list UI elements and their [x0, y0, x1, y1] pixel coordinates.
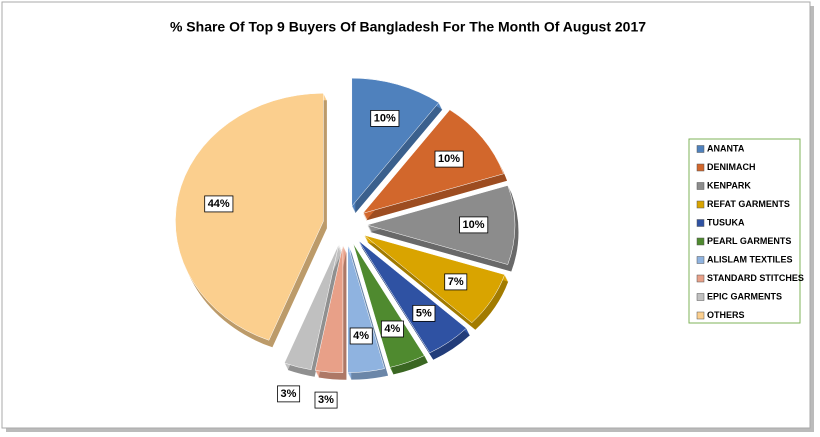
data-label: 3% [318, 394, 334, 406]
pie-slice [314, 244, 344, 373]
pie-slice [363, 234, 506, 324]
legend-label: TUSUKA [707, 217, 745, 227]
legend-label: KENPARK [707, 180, 751, 190]
legend-swatch [696, 311, 705, 320]
legend-swatch [696, 274, 705, 283]
legend-swatch [696, 163, 705, 172]
pie-slice [284, 243, 340, 371]
data-label-box [434, 150, 464, 168]
data-label-box [370, 110, 400, 127]
pie-slice [352, 243, 425, 368]
legend-box [688, 138, 801, 324]
data-label-box [459, 216, 489, 234]
data-label-box [380, 320, 404, 338]
data-label: 10% [463, 219, 485, 231]
legend-label: DENIMACH [707, 162, 756, 172]
data-label: 5% [416, 307, 432, 319]
legend-label: REFAT GARMENTS [707, 199, 790, 209]
pie-slice [362, 109, 504, 214]
data-label: 4% [384, 323, 400, 335]
legend-label: ALISLAM TEXTILES [707, 254, 793, 264]
chart-title: % Share Of Top 9 Buyers Of Bangladesh Fo… [170, 19, 646, 35]
data-label: 7% [448, 276, 464, 288]
legend-swatch [696, 237, 705, 246]
pie-slice [175, 93, 324, 341]
data-label-box [444, 273, 468, 291]
data-label: 44% [208, 198, 230, 210]
legend-label: STANDARD STITCHES [707, 273, 804, 283]
data-label-box [204, 195, 234, 213]
data-label-box [277, 385, 301, 403]
pie-slice [366, 185, 516, 265]
legend-swatch [696, 182, 705, 190]
data-label: 10% [374, 112, 396, 124]
legend-swatch [696, 145, 705, 153]
data-label-box [314, 391, 338, 409]
data-label: 10% [438, 153, 460, 165]
pie-slice [358, 240, 467, 354]
data-label-box [412, 304, 436, 322]
data-label-box [349, 327, 373, 345]
legend-label: ANANTA [707, 143, 745, 153]
legend-label: OTHERS [707, 310, 745, 320]
legend-swatch [696, 293, 705, 301]
data-label: 3% [281, 388, 297, 400]
legend-swatch [696, 256, 705, 264]
data-label: 4% [353, 330, 369, 342]
legend-swatch [696, 200, 705, 209]
legend-label: PEARL GARMENTS [707, 236, 791, 246]
legend-label: EPIC GARMENTS [707, 291, 782, 301]
legend-swatch [696, 219, 705, 227]
